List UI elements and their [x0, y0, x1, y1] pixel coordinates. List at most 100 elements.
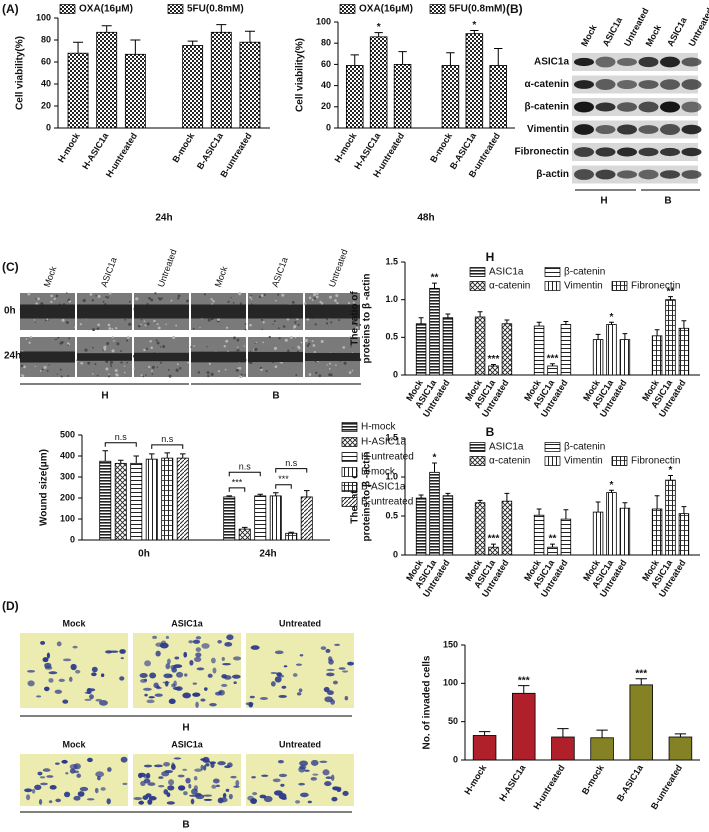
cell [48, 678, 54, 683]
speckle [44, 319, 47, 322]
x-tick-label: H-mock [56, 130, 82, 164]
cell [122, 782, 128, 786]
cell [79, 786, 89, 792]
error-bar [491, 363, 496, 366]
cell [148, 696, 155, 699]
error-bar [257, 493, 264, 496]
speckle [274, 365, 278, 368]
comparison-bracket [104, 442, 137, 447]
bar [465, 33, 484, 129]
cell [193, 776, 198, 781]
legend-label: B-ASIC1a [361, 482, 406, 493]
legend-label: 5FU(0.8mM) [449, 4, 506, 15]
cell [42, 768, 51, 772]
y-tick-label: 0.5 [385, 332, 398, 342]
comparison-bracket [275, 484, 292, 489]
cell [152, 635, 157, 639]
cell [166, 792, 171, 798]
bar [488, 365, 499, 376]
speckle [102, 300, 105, 303]
cell [48, 671, 58, 675]
legend-swatch [341, 452, 358, 462]
error-bar [148, 453, 155, 460]
speckle [217, 317, 221, 321]
bar [560, 324, 572, 376]
lane-label: Mock [644, 22, 664, 48]
bar [393, 64, 412, 129]
cell [221, 683, 228, 687]
speckle [59, 368, 62, 371]
cell [27, 680, 35, 687]
speckle [261, 328, 263, 331]
column-label: Mock [42, 264, 59, 288]
bar [511, 692, 536, 761]
cell [144, 693, 148, 697]
speckle [144, 324, 147, 327]
legend-swatch [469, 267, 486, 277]
bar [651, 335, 663, 376]
bar [415, 323, 427, 376]
micrograph [20, 633, 128, 708]
speckle [165, 323, 168, 325]
cell [62, 658, 72, 662]
comparison-label: n.s [239, 462, 252, 472]
cell [298, 782, 305, 786]
y-axis-label: Wound size(μm) [39, 449, 50, 526]
cell [310, 776, 317, 781]
x-tick-label: B-mock [170, 130, 196, 164]
error-bar [350, 54, 359, 66]
blot-band [574, 101, 594, 113]
speckle [156, 341, 160, 345]
error-bar [563, 321, 569, 325]
speckle [35, 298, 37, 300]
speckle [25, 338, 28, 340]
significance: * [377, 22, 381, 33]
cell [77, 791, 85, 797]
speckle [106, 342, 110, 346]
comparison-label: *** [278, 474, 289, 484]
error-bar [179, 453, 186, 459]
cell [40, 640, 46, 645]
error-bar [494, 48, 503, 66]
speckle [225, 339, 229, 343]
blot-band [574, 57, 594, 67]
row-label: 0h [4, 306, 16, 317]
speckle [230, 296, 232, 299]
speckle [120, 350, 122, 353]
protein-label: β-actin [536, 169, 569, 180]
x-tick-label: H-mock [332, 130, 358, 164]
speckle [320, 340, 324, 343]
cell [252, 791, 258, 796]
comparison-bracket [228, 471, 261, 477]
legend-swatch [341, 497, 358, 507]
speckle [154, 292, 157, 295]
cell [272, 778, 281, 783]
comparison-label: n.s [285, 458, 298, 468]
x-tick-label: H-mock [462, 762, 488, 796]
legend-swatch [611, 456, 628, 466]
cell [188, 784, 192, 789]
bar [429, 471, 440, 556]
error-bar [563, 509, 569, 520]
cell [146, 699, 155, 704]
cell [172, 686, 182, 691]
speckle [294, 321, 297, 324]
cell [39, 776, 46, 779]
cell [324, 781, 332, 787]
speckle [87, 361, 91, 365]
speckle [315, 371, 318, 375]
speckle [336, 301, 339, 305]
bar [96, 31, 118, 129]
speckle [207, 318, 211, 322]
legend-label: H-ASIC1a [361, 437, 406, 448]
legend-swatch [429, 4, 446, 14]
y-tick-label: 200 [60, 492, 75, 502]
blot-band [681, 147, 702, 157]
cell [304, 769, 310, 772]
speckle [124, 318, 127, 321]
speckle [128, 322, 132, 326]
cell [86, 687, 92, 695]
speckle [192, 345, 195, 347]
speckle [140, 374, 143, 377]
error-bar [418, 494, 424, 499]
